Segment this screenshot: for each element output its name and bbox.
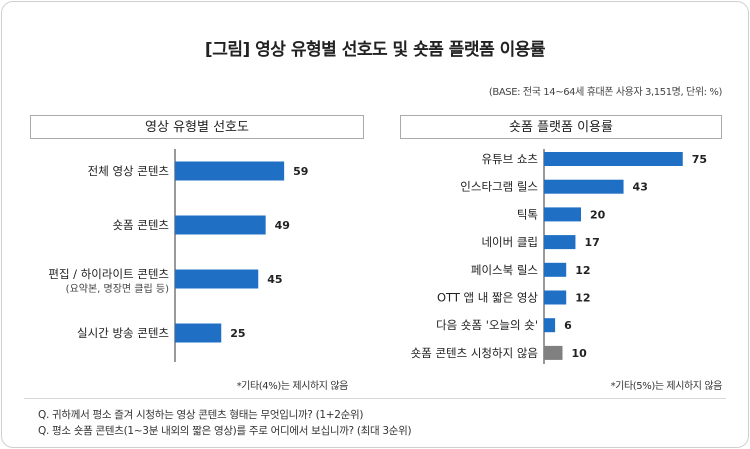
- right-value-label-3: 17: [584, 236, 599, 249]
- divider: [24, 398, 726, 399]
- left-chart-title: 영상 유형별 선호도: [30, 115, 364, 139]
- right-value-label-4: 12: [575, 264, 590, 277]
- right-category-label-5: OTT 앱 내 짧은 영상: [437, 291, 538, 305]
- left-chart-note: *기타(4%)는 제시하지 않음: [236, 381, 349, 392]
- right-category-label-4: 페이스북 릴스: [471, 263, 538, 277]
- left-category-label-2: 편집 / 하이라이트 콘텐츠: [48, 267, 169, 281]
- right-chart-note: *기타(5%)는 제시하지 않음: [610, 381, 723, 392]
- left-value-label-3: 25: [230, 327, 245, 340]
- right-bar-7: [544, 345, 563, 360]
- left-bar-3: [175, 323, 222, 343]
- question-2: Q. 평소 숏폼 콘텐츠(1~3분 내외의 짧은 영상)를 주로 어디에서 보십…: [38, 425, 412, 437]
- right-category-label-6: 다음 숏폼 '오늘의 숏': [436, 318, 538, 332]
- page-title: [그림] 영상 유형별 선호도 및 숏폼 플랫폼 이용률: [204, 40, 546, 60]
- right-bar-0: [544, 152, 683, 166]
- left-bar-0: [175, 161, 285, 181]
- left-category-label-3: 실시간 방송 콘텐츠: [77, 326, 169, 340]
- left-category-label-0: 전체 영상 콘텐츠: [88, 164, 169, 178]
- left-value-label-1: 49: [275, 219, 290, 232]
- right-value-label-5: 12: [575, 292, 590, 305]
- left-bar-1: [175, 215, 266, 235]
- left-value-label-0: 59: [293, 165, 308, 178]
- left-category-label-1: 숏폼 콘텐츠: [112, 218, 169, 232]
- base-note: (BASE: 전국 14~64세 휴대폰 사용자 3,151명, 단위: %): [488, 87, 723, 98]
- right-category-label-7: 숏폼 콘텐츠 시청하지 않음: [411, 346, 538, 360]
- right-category-label-3: 네이버 클립: [481, 235, 538, 249]
- right-value-label-1: 43: [633, 181, 648, 194]
- right-value-label-6: 6: [564, 319, 572, 332]
- left-bar-2: [175, 269, 259, 289]
- right-bar-1: [544, 179, 624, 194]
- right-value-label-2: 20: [590, 208, 606, 221]
- right-category-label-1: 인스타그램 릴스: [460, 180, 538, 194]
- right-value-label-7: 10: [572, 347, 588, 360]
- right-bar-2: [544, 207, 581, 222]
- left-value-label-2: 45: [267, 273, 282, 286]
- question-1: Q. 귀하께서 평소 즐겨 시청하는 영상 콘텐츠 형태는 무엇입니까? (1+…: [38, 409, 364, 421]
- right-bar-6: [544, 318, 556, 333]
- right-value-label-0: 75: [692, 153, 707, 166]
- right-category-label-0: 유튜브 쇼츠: [481, 152, 538, 166]
- right-bar-3: [544, 235, 576, 250]
- right-bar-5: [544, 290, 567, 305]
- left-category-sublabel-2: (요약본, 명장면 클립 등): [66, 282, 169, 295]
- right-bar-4: [544, 262, 567, 277]
- right-category-label-2: 틱톡: [517, 207, 538, 221]
- right-chart-title: 숏폼 플랫폼 이용률: [400, 115, 722, 139]
